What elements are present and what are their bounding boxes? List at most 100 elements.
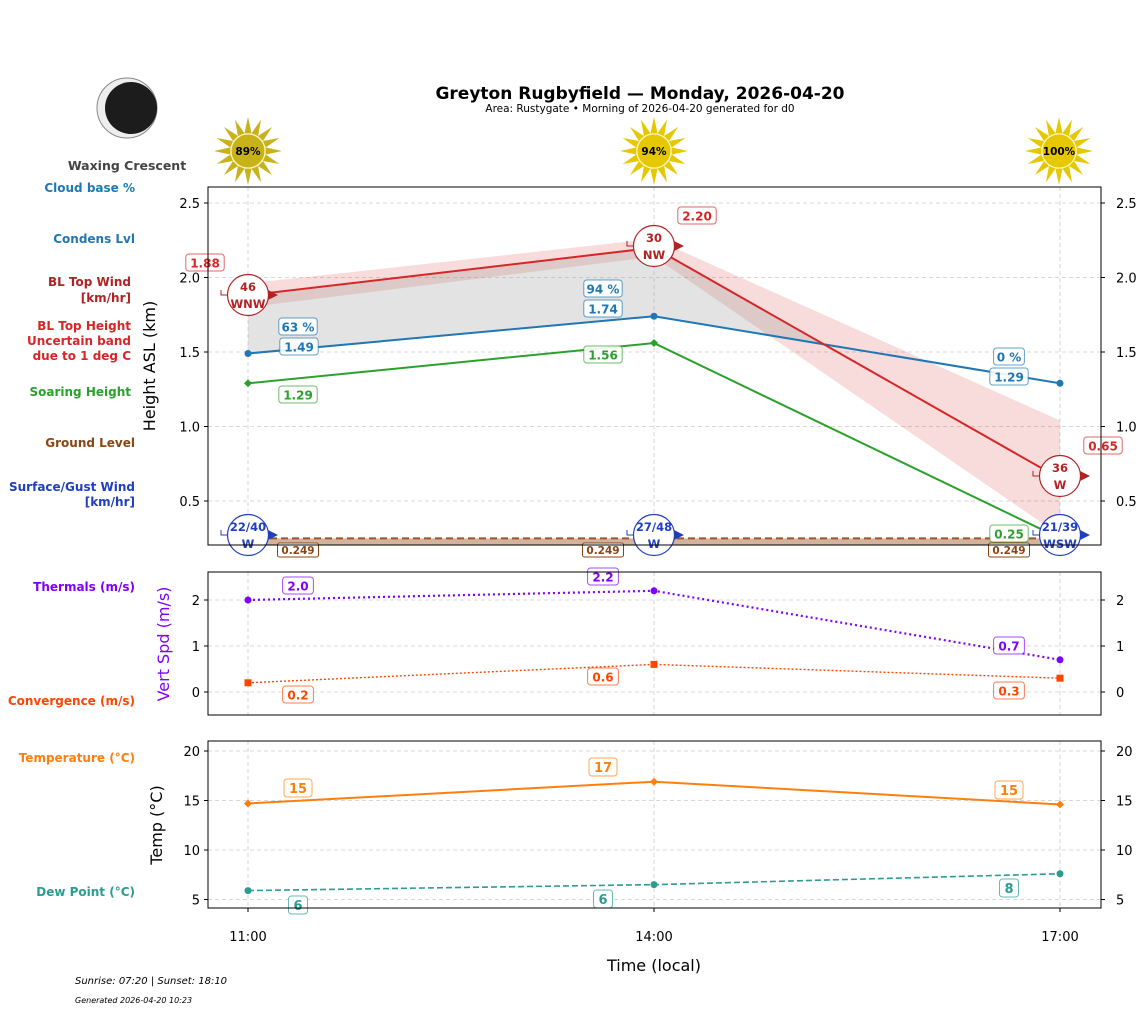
bl-wind-direction: W	[1054, 478, 1067, 492]
dewpoint-point	[244, 887, 252, 895]
cloud-pct-label-box	[278, 317, 318, 336]
surface-wind-arrow-icon	[674, 530, 684, 540]
bl-wind-speed: 46	[240, 280, 256, 294]
bl-top-label-box	[677, 206, 717, 225]
surface-wind-direction: W	[648, 537, 661, 551]
sun-times: Sunrise: 07:20 | Sunset: 18:10	[75, 976, 227, 987]
sun-percent: 94%	[641, 146, 667, 158]
ground-label-box	[582, 542, 624, 558]
soaring-label: 1.56	[588, 349, 618, 363]
y-tick-label-right: 1.5	[1116, 346, 1137, 361]
dewpoint-label-box	[999, 878, 1019, 898]
convergence-label-box	[993, 681, 1025, 700]
temperature-label-box	[588, 757, 618, 777]
condens-point	[244, 349, 252, 357]
condens-label-box	[583, 299, 623, 318]
chart-title: Greyton Rugbyfield — Monday, 2026-04-20	[435, 84, 844, 104]
label-bl-deg: due to 1 deg C	[33, 349, 132, 363]
surface-wind-direction: WSW	[1043, 537, 1077, 551]
label-bl-wind-unit: [km/hr]	[81, 291, 131, 305]
convergence-point	[244, 679, 252, 687]
soaring-point	[650, 339, 658, 348]
bl-top-label-box	[1083, 436, 1123, 455]
temperature-label-box	[994, 780, 1024, 800]
x-tick-label: 17:00	[1041, 930, 1078, 945]
y-tick-label-right: 20	[1116, 745, 1133, 760]
temperature-label: 15	[289, 782, 307, 797]
y-tick-label: 15	[183, 795, 200, 810]
condens-label: 1.29	[994, 371, 1024, 385]
y-tick-label: 2.5	[179, 197, 200, 212]
soaring-label: 0.25	[994, 528, 1024, 542]
label-temperature: Temperature (°C)	[19, 751, 135, 765]
moon-phase-label: Waxing Crescent	[68, 158, 186, 173]
condens-label: 1.49	[284, 341, 314, 355]
bl-top-label: 2.20	[682, 210, 712, 224]
y-tick-label: 5	[192, 894, 200, 909]
condens-label-box	[279, 337, 319, 356]
convergence-label-box	[587, 667, 619, 686]
thermals-label: 2.2	[592, 571, 613, 585]
bl-wind-barb-icon	[220, 290, 228, 296]
y-tick-label-right: 1.0	[1116, 421, 1137, 436]
x-axis-label: Time (local)	[606, 956, 701, 975]
label-thermals: Thermals (m/s)	[33, 580, 135, 594]
y-tick-label-right: 2.5	[1116, 197, 1137, 212]
convergence-label-box	[282, 685, 314, 704]
ground-label: 0.249	[281, 545, 314, 557]
y-tick-label: 0	[192, 686, 200, 701]
temperature-label-box	[283, 778, 313, 798]
surface-wind-arrow-icon	[268, 530, 278, 540]
surface-wind-barb-icon	[220, 530, 228, 536]
dewpoint-label: 6	[293, 899, 302, 914]
bl-wind-circle	[632, 224, 676, 268]
bl-wind-arrow-icon	[1080, 471, 1090, 481]
convergence-line	[247, 663, 1061, 684]
chart-subtitle: Area: Rustygate • Morning of 2026-04-20 …	[485, 103, 794, 115]
condens-point	[1056, 379, 1064, 387]
condens-label-box	[989, 367, 1029, 386]
label-condens: Condens Lvl	[53, 232, 135, 246]
label-cloud-base: Cloud base %	[44, 181, 135, 195]
side-labels: Cloud base % Condens Lvl BL Top Wind [km…	[8, 181, 135, 899]
bl-wind-circle	[226, 273, 270, 317]
y-tick-label-right: 0	[1116, 686, 1124, 701]
generated-time: Generated 2026-04-20 10:23	[75, 996, 192, 1005]
ground-label: 0.249	[992, 545, 1025, 557]
surface-wind-speed: 22/40	[230, 520, 266, 534]
bl-top-label-box	[185, 253, 225, 272]
sun-disc	[636, 133, 672, 169]
surface-wind-direction: W	[242, 537, 255, 551]
thermals-point	[244, 596, 252, 604]
convergence-label: 0.3	[998, 685, 1019, 699]
bl-wind-speed: 36	[1052, 461, 1068, 475]
soaring-label-box	[278, 385, 318, 404]
soaring-label-box	[583, 345, 623, 364]
vert-y-axis-label: Vert Spd (m/s)	[154, 587, 173, 702]
condens-label: 1.74	[588, 303, 618, 317]
bl-wind-circle	[1038, 454, 1082, 498]
bl-wind-speed: 30	[646, 231, 662, 245]
bl-wind-arrow-icon	[674, 241, 684, 251]
dewpoint-point	[650, 881, 658, 889]
surface-wind-barb-icon	[626, 530, 634, 536]
convergence-label: 0.2	[287, 689, 308, 703]
ground-label: 0.249	[586, 545, 619, 557]
bl-top-label: 1.88	[190, 257, 220, 271]
y-tick-label: 1.5	[179, 346, 200, 361]
label-surface-wind-unit: [km/hr]	[85, 495, 135, 509]
convergence-point	[1056, 674, 1064, 682]
plot-frame	[207, 186, 1102, 546]
dewpoint-label: 6	[598, 893, 607, 908]
label-convergence: Convergence (m/s)	[8, 694, 135, 708]
cloud-pct-label: 0 %	[997, 351, 1022, 365]
label-soaring: Soaring Height	[30, 385, 132, 399]
y-tick-label: 2.0	[179, 272, 200, 287]
y-tick-label: 2	[192, 594, 200, 609]
y-tick-label-right: 10	[1116, 844, 1133, 859]
temperature-point	[244, 799, 252, 808]
bl-wind-direction: WNW	[231, 297, 266, 311]
y-tick-label-right: 15	[1116, 795, 1133, 810]
surface-wind-arrow-icon	[1080, 530, 1090, 540]
